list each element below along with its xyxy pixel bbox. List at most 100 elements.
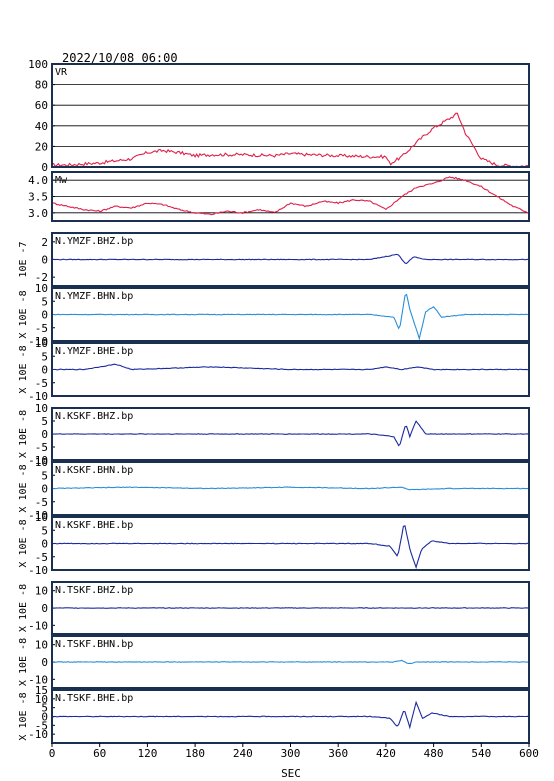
panel-unit: X 10E -8	[18, 290, 29, 338]
y-tick-label: 5	[41, 350, 48, 363]
y-tick-label: -10	[28, 390, 48, 403]
panel-unit: X 10E -8	[18, 638, 29, 686]
x-tick-label: 240	[233, 747, 253, 760]
y-tick-label: 0	[41, 656, 48, 669]
panel-label: N.KSKF.BHZ.bp	[55, 411, 133, 422]
x-tick-label: 360	[328, 747, 348, 760]
y-tick-label: -10	[28, 509, 48, 522]
series-line	[51, 176, 530, 216]
panel-frame	[51, 461, 530, 516]
series-line	[51, 112, 530, 168]
panel-frame	[51, 581, 530, 635]
series-line	[51, 659, 530, 665]
y-tick-label: 0	[41, 254, 48, 267]
panel-frame	[51, 232, 530, 287]
x-tick-label: 0	[49, 747, 56, 760]
series-line	[51, 607, 530, 609]
panel-label: N.TSKF.BHN.bp	[55, 639, 133, 650]
y-tick-label: 0	[41, 711, 48, 724]
y-tick-label: 5	[41, 415, 48, 428]
panel-label: N.YMZF.BHZ.bp	[55, 236, 133, 247]
x-tick-label: 180	[185, 747, 205, 760]
y-tick-label: -5	[35, 377, 48, 390]
y-tick-label: -10	[28, 564, 48, 577]
x-tick-label: 600	[519, 747, 539, 760]
y-tick-label: 5	[41, 469, 48, 482]
panel-frame	[51, 407, 530, 461]
y-tick-label: 10	[35, 456, 48, 469]
panel-label: N.TSKF.BHE.bp	[55, 693, 133, 704]
panel-frame	[51, 342, 530, 397]
y-tick-label: 5	[41, 702, 48, 715]
panel-unit: X 10E -8	[18, 584, 29, 632]
panel-9: -10 0 10 N.TSKF.BHZ.bp X 10E -8	[18, 581, 530, 635]
y-tick-label: 0	[41, 364, 48, 377]
x-tick-label: 120	[137, 747, 157, 760]
y-tick-label: -2	[35, 271, 48, 284]
panel-label: N.TSKF.BHZ.bp	[55, 585, 133, 596]
y-tick-label: 0	[41, 602, 48, 615]
y-tick-label: -10	[28, 619, 48, 632]
panel-label: N.KSKF.BHN.bp	[55, 465, 133, 476]
y-tick-label: 10	[35, 402, 48, 415]
y-tick-label: 15	[35, 684, 48, 697]
series-line	[51, 420, 530, 447]
y-tick-label: -10	[28, 454, 48, 467]
y-tick-label: 5	[41, 295, 48, 308]
x-tick-label: 300	[281, 747, 301, 760]
y-tick-label: 100	[28, 58, 48, 71]
panel-unit: 10E -7	[18, 241, 29, 277]
panel-unit: X 10E -8	[18, 345, 29, 393]
y-tick-label: 10	[35, 639, 48, 652]
y-tick-label: -10	[28, 728, 48, 741]
panel-label: N.YMZF.BHE.bp	[55, 346, 133, 357]
panel-frame	[51, 635, 530, 689]
y-tick-label: 0	[41, 161, 48, 174]
x-axis-label: SEC	[281, 767, 301, 780]
figure-title: 2022/10/08 06:00	[62, 51, 178, 65]
panel-unit: X 10E -8	[18, 410, 29, 458]
y-tick-label: 10	[35, 693, 48, 706]
x-tick-label: 480	[424, 747, 444, 760]
panel-label: N.KSKF.BHE.bp	[55, 520, 133, 531]
panel-unit: X 10E -8	[18, 464, 29, 512]
panel-label: VR	[55, 67, 68, 78]
series-line	[51, 253, 529, 264]
x-tick-label: 540	[471, 747, 491, 760]
y-tick-label: -5	[35, 496, 48, 509]
panel-frame	[51, 63, 530, 168]
y-tick-label: 10	[35, 282, 48, 295]
x-axis: 0 60 120 180 240 300 360 420 480 540 600	[49, 743, 539, 760]
x-tick-label: 420	[376, 747, 396, 760]
panel-unit: X 10E -8	[18, 692, 29, 740]
panel-10: -10 0 10 N.TSKF.BHN.bp X 10E -8	[18, 635, 530, 689]
y-tick-label: 40	[35, 120, 48, 133]
panel-3: -2 0 2 N.YMZF.BHZ.bp 10E -7	[18, 232, 530, 287]
panel-label: N.YMZF.BHN.bp	[55, 291, 133, 302]
y-tick-label: 0	[41, 483, 48, 496]
panel-1: 0 20 40 60 80 100 VR	[28, 58, 530, 174]
y-tick-label: 10	[35, 337, 48, 350]
y-tick-label: 5	[41, 524, 48, 537]
y-tick-label: -5	[35, 322, 48, 335]
series-line	[51, 525, 530, 570]
y-tick-label: 20	[35, 140, 48, 153]
panel-frame	[51, 171, 530, 222]
y-tick-label: -5	[35, 441, 48, 454]
series-line	[52, 293, 530, 341]
y-tick-label: -10	[28, 335, 48, 348]
y-tick-label: 80	[35, 79, 48, 92]
series-line	[51, 700, 530, 730]
panel-unit: X 10E -8	[18, 519, 29, 567]
series-line	[51, 486, 530, 491]
panel-label: Mw	[55, 175, 68, 186]
y-tick-label: 3.0	[28, 207, 48, 220]
x-tick-label: 60	[93, 747, 106, 760]
y-tick-label: 0	[41, 428, 48, 441]
y-tick-label: 60	[35, 99, 48, 112]
